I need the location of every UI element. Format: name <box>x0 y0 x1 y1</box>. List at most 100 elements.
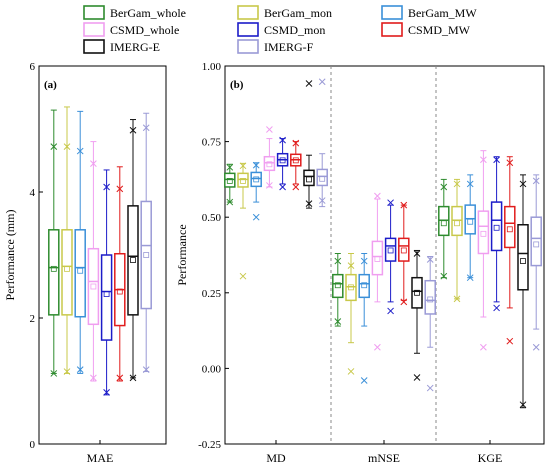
max-marker <box>226 163 234 171</box>
iqr-box <box>127 205 139 316</box>
box-BerGam_whole <box>48 109 60 377</box>
box-BerGam_MW <box>358 252 370 384</box>
cross-stroke <box>387 199 394 207</box>
mean-marker <box>361 282 368 289</box>
cross-stroke <box>63 143 71 150</box>
cross-stroke <box>129 374 137 382</box>
mean-marker <box>279 157 286 164</box>
max-marker <box>532 177 540 185</box>
mean-marker <box>414 289 420 296</box>
x-category-label: MAE <box>87 451 114 465</box>
legend-swatch <box>237 22 259 37</box>
iqr-box <box>303 169 315 187</box>
max-marker <box>318 78 326 86</box>
iqr-box <box>424 279 436 315</box>
cross-stroke <box>142 366 150 374</box>
y-tick-label: 6 <box>30 61 36 73</box>
cross-stroke <box>252 161 260 169</box>
cross-stroke <box>426 384 434 392</box>
y-tick-label: 0.00 <box>202 363 222 375</box>
cross-stroke <box>76 147 84 155</box>
mean-marker <box>64 265 70 272</box>
mean-marker <box>467 218 474 225</box>
legend-label: CSMD_MW <box>408 23 471 37</box>
max-marker <box>252 161 260 169</box>
y-tick-label: 0.75 <box>202 137 222 149</box>
cross-stroke <box>506 337 514 345</box>
iqr-box <box>358 273 370 299</box>
iqr-box <box>451 205 463 237</box>
box-CSMD_whole <box>87 141 100 382</box>
cross-stroke <box>318 197 326 204</box>
box-CSMD_whole <box>371 192 384 351</box>
min-marker <box>360 377 368 384</box>
iqr-box <box>371 240 384 276</box>
mean-marker <box>143 252 150 258</box>
legend-swatch <box>237 5 259 20</box>
iqr-box <box>332 273 344 299</box>
min-marker <box>426 384 434 392</box>
cross-stroke <box>292 139 300 147</box>
mean-marker <box>387 247 394 254</box>
legend: BerGam_whole BerGam_mon BerGam_MW CSMD_whol… <box>83 5 477 54</box>
cross-stroke <box>532 177 540 185</box>
cross-stroke <box>76 366 84 374</box>
legend-label: IMERG-E <box>110 40 160 54</box>
legend-swatch <box>381 22 403 37</box>
cross-stroke <box>519 180 527 188</box>
x-category-label: mNSE <box>368 451 400 465</box>
cross-stroke <box>387 307 394 315</box>
min-marker <box>116 374 124 382</box>
min-marker <box>305 200 313 207</box>
cross-stroke <box>519 401 527 409</box>
x-category-label: MD <box>266 451 286 465</box>
box-BerGam_mon <box>61 106 73 375</box>
mean-marker <box>533 241 540 248</box>
iqr-box <box>411 276 423 309</box>
box-BerGam_whole <box>438 178 450 280</box>
min-marker <box>374 343 381 351</box>
mean-marker <box>116 288 123 295</box>
cross-stroke <box>305 80 313 87</box>
box-CSMD_whole <box>263 126 276 189</box>
y-tick-label: 1.00 <box>202 61 222 73</box>
min-marker <box>266 182 273 189</box>
cross-stroke <box>292 183 300 191</box>
cross-stroke <box>532 343 540 351</box>
cross-stroke <box>334 318 342 325</box>
max-marker <box>116 185 124 193</box>
min-marker <box>76 366 84 374</box>
max-marker <box>440 183 448 191</box>
iqr-box <box>140 200 152 310</box>
y-tick-label: 0.50 <box>202 212 222 224</box>
min-marker <box>279 183 286 191</box>
min-marker <box>63 368 71 375</box>
max-marker <box>374 192 381 200</box>
iqr-box <box>464 204 476 235</box>
iqr-box <box>74 229 86 318</box>
panel-a-frame <box>38 65 167 445</box>
panel-a-label: (a) <box>44 79 57 91</box>
box-BerGam_whole <box>332 252 344 327</box>
max-marker <box>400 201 408 209</box>
cross-stroke <box>334 257 342 265</box>
min-marker <box>103 388 110 396</box>
box-IMERG-F <box>530 174 542 351</box>
mean-marker <box>334 282 341 289</box>
box-IMERG-F <box>140 112 152 374</box>
cross-stroke <box>103 388 110 396</box>
max-marker <box>360 257 368 265</box>
mean-marker <box>427 296 434 303</box>
min-marker <box>493 304 500 312</box>
legend-label: BerGam_mon <box>264 6 332 20</box>
max-marker <box>347 262 355 269</box>
cross-stroke <box>466 274 474 282</box>
iqr-box <box>490 201 503 252</box>
max-marker <box>63 143 71 150</box>
panel-a-ylabel: Performance (mm) <box>3 210 17 301</box>
iqr-box <box>438 205 450 237</box>
y-tick-label: -0.25 <box>198 439 221 451</box>
legend-label: IMERG-F <box>264 40 314 54</box>
x-category-label: KGE <box>478 451 503 465</box>
max-marker <box>129 126 137 134</box>
